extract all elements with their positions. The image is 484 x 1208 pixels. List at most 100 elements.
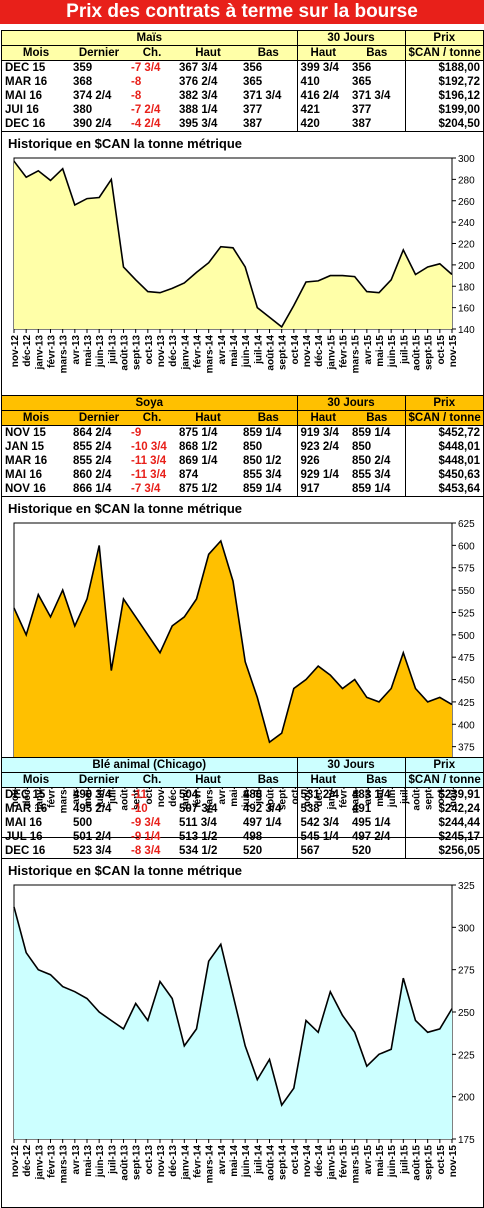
row-low-30: 483 1/4 bbox=[349, 787, 406, 802]
table-row: JUL 16 501 2/4 -9 1/4 513 1/2 498 545 1/4 497 … bbox=[2, 830, 483, 844]
x-tick-label: janv-15 bbox=[326, 775, 337, 811]
x-tick-label: nov-15 bbox=[448, 775, 459, 808]
row-price: $239,91 bbox=[438, 789, 481, 801]
x-tick-label: janv-13 bbox=[34, 775, 45, 811]
row-high-30: 923 2/4 bbox=[300, 441, 339, 453]
row-low-30: 859 1/4 bbox=[349, 482, 406, 497]
x-tick-label: nov-14 bbox=[302, 335, 313, 368]
x-tick-label: déc-13 bbox=[168, 775, 179, 807]
row-price: $256,05 bbox=[405, 844, 484, 859]
x-tick-label: août-13 bbox=[120, 335, 131, 371]
row-high-30: 399 3/4 bbox=[300, 62, 339, 74]
row-price: $204,50 bbox=[405, 117, 484, 132]
row-month: MAR 16 bbox=[5, 76, 48, 88]
row-month: MAI 16 bbox=[5, 469, 43, 481]
row-low: 488 bbox=[240, 787, 298, 802]
series-line bbox=[13, 906, 453, 1107]
header-dernier: Dernier bbox=[70, 45, 128, 61]
row-month: NOV 15 bbox=[5, 427, 46, 439]
row-month: NOV 16 bbox=[2, 482, 70, 497]
futures-table: Blé animal (Chicago) 30 Jours Prix Mois Dern… bbox=[2, 758, 484, 859]
x-tick-label: oct-14 bbox=[290, 1145, 301, 1175]
chart-title: Historique en $CAN la tonne métrique bbox=[8, 136, 243, 151]
row-last: 359 bbox=[73, 62, 93, 74]
x-tick-label: sept-13 bbox=[132, 335, 143, 370]
row-high: 511 3/4 bbox=[179, 817, 217, 829]
header-prix: Prix bbox=[405, 396, 484, 411]
header-prix-unit: $CAN / tonne bbox=[405, 410, 484, 426]
table-row: MAR 16 495 2/4 -10 507 3/4 492 3/4 538 491 $242… bbox=[2, 802, 483, 816]
row-month: JAN 15 bbox=[5, 441, 44, 453]
row-low: 377 bbox=[240, 103, 298, 117]
row-low: 365 bbox=[240, 75, 298, 89]
x-tick-label: déc-14 bbox=[314, 1145, 325, 1177]
x-tick-label: mars-13 bbox=[59, 335, 70, 374]
row-change: -11 3/4 bbox=[131, 469, 167, 481]
row-high: 504 bbox=[179, 789, 199, 801]
row-change: -11 3/4 bbox=[131, 455, 167, 467]
x-tick-label: févr-13 bbox=[47, 335, 58, 368]
row-last: 864 2/4 bbox=[73, 427, 112, 439]
x-tick-label: mai-13 bbox=[83, 1145, 94, 1177]
row-high: 875 1/2 bbox=[176, 482, 240, 497]
x-tick-label: avr-13 bbox=[71, 335, 82, 365]
row-low-30: 387 bbox=[349, 117, 406, 132]
x-tick-label: juil-14 bbox=[253, 1145, 264, 1175]
y-tick-label: 200 bbox=[458, 261, 475, 272]
y-tick-label: 450 bbox=[458, 676, 475, 687]
x-tick-label: nov-14 bbox=[302, 775, 313, 808]
x-tick-label: mai-14 bbox=[229, 775, 240, 807]
x-tick-label: nov-13 bbox=[156, 775, 167, 808]
row-last: 523 3/4 bbox=[70, 844, 128, 859]
x-tick-label: sept-15 bbox=[424, 1145, 435, 1180]
row-price: $245,17 bbox=[438, 831, 481, 843]
header-dernier: Dernier bbox=[70, 772, 128, 788]
row-last: 390 2/4 bbox=[70, 117, 128, 132]
row-high: 507 3/4 bbox=[179, 803, 218, 815]
row-price: $199,00 bbox=[438, 104, 481, 116]
row-price: $242,24 bbox=[438, 803, 481, 815]
x-tick-label: févr-13 bbox=[47, 775, 58, 808]
x-tick-label: août-13 bbox=[120, 1145, 131, 1181]
header-change: Ch. bbox=[128, 410, 176, 426]
row-last: 374 2/4 bbox=[73, 90, 112, 102]
y-tick-label: 500 bbox=[458, 631, 475, 642]
x-tick-label: déc-13 bbox=[168, 335, 179, 367]
x-tick-label: mai-14 bbox=[229, 1145, 240, 1177]
row-high: 534 1/2 bbox=[176, 844, 240, 859]
x-tick-label: juin-14 bbox=[241, 1145, 252, 1179]
header-mois: Mois bbox=[2, 410, 70, 426]
x-tick-label: août-15 bbox=[412, 1145, 423, 1181]
row-high-30: 926 bbox=[300, 455, 320, 467]
x-tick-label: oct-13 bbox=[144, 335, 155, 365]
header-prix: Prix bbox=[405, 31, 484, 46]
x-tick-label: avr-14 bbox=[217, 335, 228, 365]
header-prix-unit: $CAN / tonne bbox=[405, 772, 484, 788]
y-tick-label: 525 bbox=[458, 608, 475, 619]
x-tick-label: juin-14 bbox=[241, 335, 252, 369]
x-tick-label: nov-12 bbox=[10, 1145, 21, 1178]
x-tick-label: août-14 bbox=[266, 335, 277, 371]
row-price: $453,64 bbox=[405, 482, 484, 497]
x-tick-label: juil-13 bbox=[107, 335, 118, 365]
header-mois: Mois bbox=[2, 45, 70, 61]
y-tick-label: 260 bbox=[458, 197, 475, 208]
row-high-30: 410 bbox=[300, 76, 320, 88]
x-tick-label: oct-14 bbox=[290, 335, 301, 365]
row-high-30: 531 2/4 bbox=[300, 789, 339, 801]
commodity-name: Blé animal (Chicago) bbox=[2, 758, 298, 773]
x-tick-label: sept-13 bbox=[132, 1145, 143, 1180]
futures-table: Soya 30 Jours Prix Mois Dernier Ch. Haut Bas Hau… bbox=[2, 396, 484, 497]
x-tick-label: oct-15 bbox=[436, 1145, 447, 1175]
header-prix-unit: $CAN / tonne bbox=[405, 45, 484, 61]
row-change: -10 3/4 bbox=[131, 441, 167, 453]
y-tick-label: 180 bbox=[458, 282, 475, 293]
x-tick-label: févr-14 bbox=[193, 1145, 204, 1178]
row-change: -9 1/4 bbox=[131, 831, 161, 843]
y-tick-label: 160 bbox=[458, 304, 475, 315]
row-month: DEC 16 bbox=[2, 117, 70, 132]
price-history-chart: 175 200 225 250 275 300 325 nov-12 déc-12 janv-13… bbox=[10, 881, 475, 1183]
x-tick-label: mai-15 bbox=[375, 335, 386, 367]
row-high: 513 1/2 bbox=[179, 831, 218, 843]
